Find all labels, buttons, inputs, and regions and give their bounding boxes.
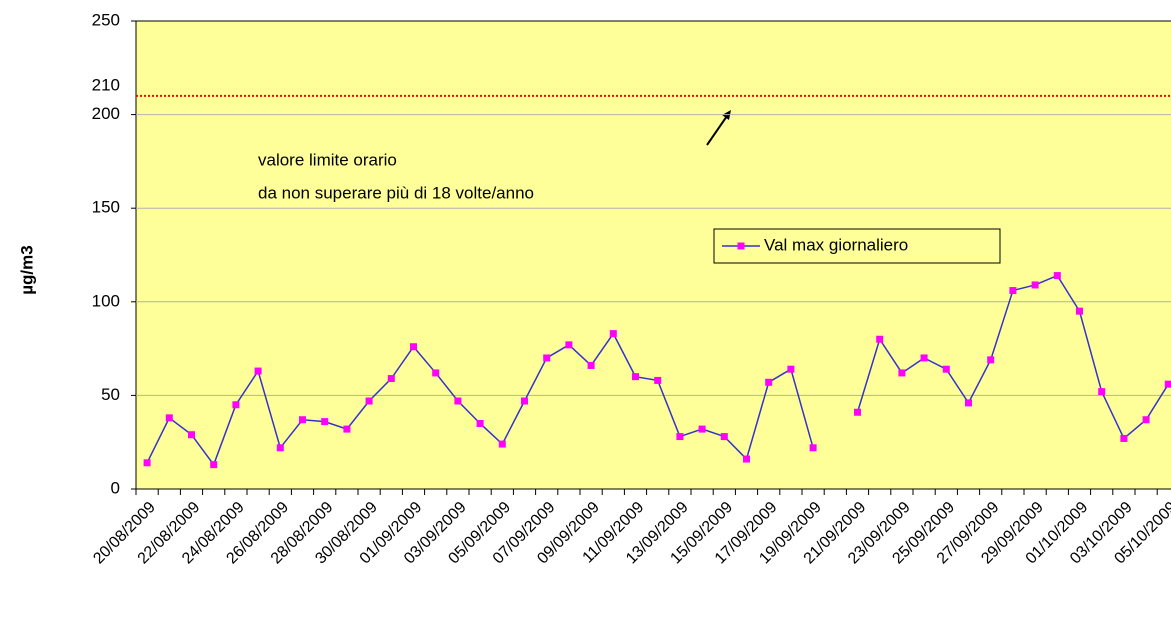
legend-label: Val max giornaliero [764, 235, 908, 254]
point-marker [276, 444, 284, 452]
point-marker [587, 361, 595, 369]
point-marker [410, 343, 417, 351]
point-marker [920, 354, 928, 362]
point-marker [565, 341, 573, 349]
point-marker [1031, 281, 1039, 289]
point-marker [654, 376, 662, 384]
legend: Val max giornaliero [713, 228, 1001, 264]
y-tick-label: 250 [92, 10, 120, 29]
point-marker [676, 433, 684, 441]
point-marker [854, 408, 861, 416]
annotation: da non superare più di 18 volte/anno [258, 183, 534, 202]
point-marker [165, 414, 173, 422]
point-marker [987, 356, 995, 364]
point-marker [720, 433, 728, 441]
y-tick-label: 100 [92, 291, 120, 310]
point-marker [809, 444, 817, 452]
point-marker [254, 367, 262, 375]
point-marker [632, 373, 639, 381]
point-marker [454, 397, 462, 405]
y-tick-label: 0 [111, 478, 120, 497]
point-marker [521, 397, 528, 405]
point-marker [743, 455, 750, 463]
point-marker [1142, 416, 1150, 424]
legend-box [713, 228, 1001, 264]
point-marker [188, 431, 195, 439]
point-marker [343, 425, 351, 433]
point-marker [942, 365, 950, 373]
point-marker [698, 425, 706, 433]
point-marker [787, 365, 795, 373]
point-marker [876, 335, 884, 343]
point-marker [1076, 307, 1083, 315]
point-marker [432, 369, 440, 377]
annotation-arrow [706, 115, 728, 146]
y-axis-label: µg/m3 [17, 245, 36, 294]
point-marker [321, 418, 329, 426]
point-marker [543, 354, 551, 362]
point-marker [299, 416, 306, 424]
point-marker [1053, 272, 1061, 280]
plot-area [135, 20, 1171, 490]
point-marker [210, 461, 218, 469]
point-marker [765, 378, 773, 386]
legend-swatch-marker [737, 242, 745, 250]
point-marker [365, 397, 373, 405]
annotation: valore limite orario [258, 150, 397, 169]
point-marker [609, 330, 617, 338]
point-marker [1098, 388, 1106, 396]
y-tick-label: 50 [101, 385, 120, 404]
reference-label: 210 [92, 75, 120, 94]
point-marker [1164, 380, 1171, 388]
point-marker [1009, 287, 1017, 295]
point-marker [232, 401, 240, 409]
point-marker [476, 419, 484, 427]
y-tick-label: 150 [92, 198, 120, 217]
point-marker [965, 399, 972, 407]
point-marker [1120, 434, 1128, 442]
point-marker [143, 459, 151, 467]
y-tick-label: 200 [92, 104, 120, 123]
point-marker [898, 369, 906, 377]
point-marker [498, 440, 506, 448]
point-marker [387, 375, 395, 383]
